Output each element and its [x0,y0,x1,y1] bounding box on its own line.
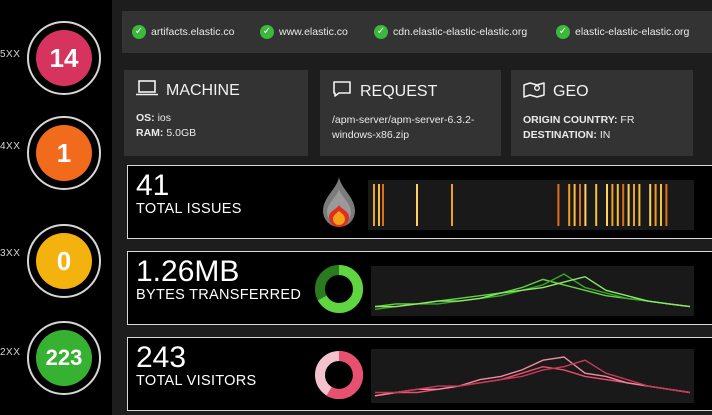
os-value: ios [157,112,172,124]
domain-label: elastic-elastic-elastic.org [575,26,690,38]
domain-item[interactable]: ✓ cdn.elastic-elastic-elastic.org [374,25,527,39]
flame-icon [311,175,367,231]
series-line [374,356,691,397]
series-line [374,365,691,397]
metric-total-visitors: 243 TOTAL VISITORS [127,337,712,411]
request-panel: REQUEST /apm-server/apm-server-6.3.2-win… [320,70,501,156]
issue-tick [557,184,560,226]
issue-tick [638,184,641,226]
metric-label: TOTAL ISSUES [136,201,242,217]
status-row-5xx[interactable]: 5XX 14 [0,19,112,99]
status-ring: 14 [27,21,101,95]
status-code-label: 2XX [0,347,21,358]
metric-value: 1.26MB [136,255,240,288]
donut-icon [311,347,367,403]
metric-label: TOTAL VISITORS [136,373,257,389]
status-row-4xx[interactable]: 4XX 1 [0,115,112,195]
issue-tick [616,184,619,226]
map-pin-icon [523,80,545,103]
status-row-2xx[interactable]: 2XX 223 [0,320,112,400]
donut-icon [311,261,367,317]
issues-timeline-svg [373,184,668,226]
panel-title: GEO [553,82,589,100]
domain-bar: ✓ artifacts.elastic.co ✓ www.elastic.co … [122,11,712,53]
issue-tick [633,184,635,226]
check-icon: ✓ [374,25,388,39]
issue-tick [606,184,608,226]
issue-tick [660,184,662,226]
series-line [375,359,691,394]
speech-bubble-icon [332,80,352,103]
status-count: 223 [36,330,92,386]
status-code-label: 5XX [0,49,21,60]
bytes-line-chart [371,266,694,316]
domain-label: artifacts.elastic.co [151,26,235,38]
issue-tick [382,184,384,226]
check-icon: ✓ [132,25,146,39]
issue-tick [665,184,668,226]
issue-tick [579,184,581,226]
status-count: 1 [36,125,92,181]
geo-panel: GEO ORIGIN COUNTRY: FR DESTINATION: IN [511,70,693,156]
issue-tick [649,184,652,226]
status-code-label: 3XX [0,248,21,259]
domain-item[interactable]: ✓ www.elastic.co [260,25,348,39]
issue-tick [451,184,453,226]
status-row-3xx[interactable]: 3XX 0 [0,222,112,302]
issue-tick [378,184,380,226]
issue-tick [568,184,571,226]
os-label: OS: [136,112,155,124]
dashboard-main: ✓ artifacts.elastic.co ✓ www.elastic.co … [112,0,712,415]
status-ring: 0 [27,224,101,298]
metric-value: 243 [136,341,187,374]
metric-value: 41 [136,169,170,202]
domain-label: www.elastic.co [279,26,348,38]
panel-title: MACHINE [166,81,240,99]
issues-timeline [368,180,694,230]
status-code-rail: 5XX 14 4XX 1 3XX 0 2XX 223 [0,0,112,415]
domain-item[interactable]: ✓ artifacts.elastic.co [132,25,234,39]
request-path: /apm-server/apm-server-6.3.2-windows-x86… [332,114,475,141]
issue-tick [595,184,598,226]
metric-total-issues: 41 TOTAL ISSUES [127,165,712,239]
domain-item[interactable]: ✓ elastic-elastic-elastic.org [556,25,689,39]
issue-tick [373,184,375,226]
issue-tick [573,184,576,226]
bytes-line-chart-svg [374,273,691,310]
visitors-line-chart-svg [374,356,691,397]
issue-tick [622,184,625,226]
status-count: 14 [36,30,92,86]
metric-bytes-transferred: 1.26MB BYTES TRANSFERRED [127,251,712,325]
laptop-icon [136,80,158,101]
issue-tick [416,184,418,226]
ram-value: 5.0GB [166,127,197,139]
panel-title: REQUEST [360,82,438,100]
check-icon: ✓ [260,25,274,39]
status-count: 0 [36,233,92,289]
visitors-line-chart [371,349,694,403]
issue-tick [611,184,614,226]
domain-label: cdn.elastic-elastic-elastic.org [393,26,528,38]
issue-tick [584,184,587,226]
destination-value: IN [599,129,611,141]
origin-value: FR [620,114,635,126]
ram-label: RAM: [136,127,164,139]
origin-label: ORIGIN COUNTRY: [523,114,618,126]
status-code-label: 4XX [0,141,21,152]
status-ring: 223 [27,321,101,395]
status-ring: 1 [27,116,101,190]
metric-label: BYTES TRANSFERRED [136,287,302,303]
check-icon: ✓ [556,25,570,39]
issue-tick [654,184,657,226]
series-line [374,273,691,310]
machine-panel: MACHINE OS: ios RAM: 5.0GB [124,70,308,156]
series-line [375,275,691,308]
destination-label: DESTINATION: [523,129,597,141]
issue-tick [627,184,630,226]
